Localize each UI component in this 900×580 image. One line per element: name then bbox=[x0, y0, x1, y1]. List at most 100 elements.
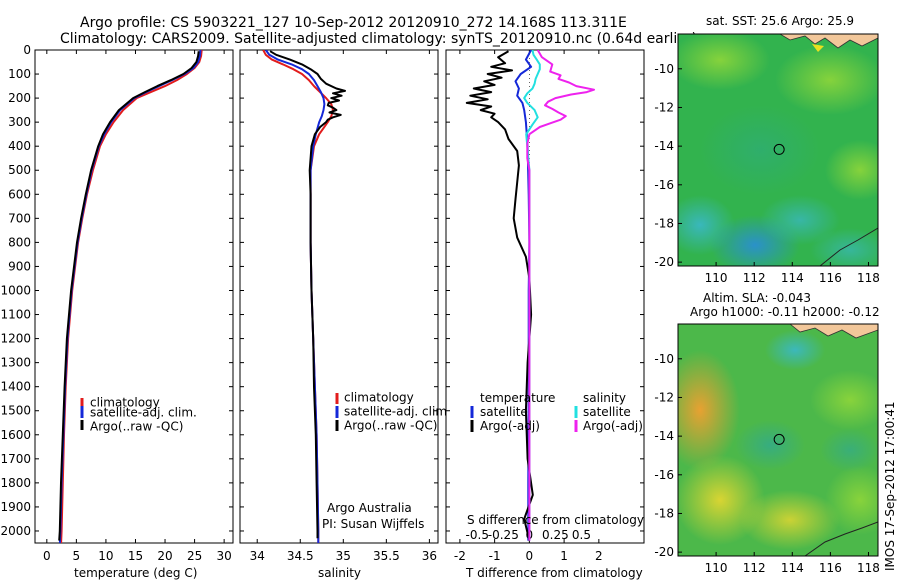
map-lat-tick-label: -14 bbox=[654, 429, 674, 443]
legend-label-argo: Argo(..raw -QC) bbox=[344, 419, 437, 433]
depth-tick-label: 600 bbox=[8, 187, 31, 201]
x-tick-label: -1 bbox=[489, 549, 501, 563]
depth-tick-label: 1600 bbox=[0, 428, 31, 442]
x-tick-label: 15 bbox=[128, 549, 143, 563]
x-tick-label: 34 bbox=[250, 549, 265, 563]
map-lon-tick-label: 114 bbox=[781, 561, 804, 575]
sla-mid-patch bbox=[825, 465, 878, 535]
sla-low-patch bbox=[765, 330, 825, 370]
legend-label-s-argo: Argo(-adj) bbox=[583, 419, 643, 433]
legend-label-satellite: satellite-adj. clim. bbox=[90, 406, 197, 420]
salinity-xlabel: salinity bbox=[318, 566, 361, 580]
depth-tick-label: 300 bbox=[8, 115, 31, 129]
difference-panel: -2 -1 0 1 2 -0.5-0.25 0 0.25 0.5 S difference f… bbox=[445, 49, 645, 580]
sst-map-axes: 110 112 114 116 118 -10 -12 -14 -16 -18 -20 bbox=[654, 62, 880, 285]
map-lon-tick-label: 116 bbox=[819, 561, 842, 575]
sst-warm-patch bbox=[678, 34, 770, 90]
salinity-lines bbox=[262, 50, 346, 543]
sla-land-coast bbox=[789, 324, 878, 339]
x-tick-label: 5 bbox=[73, 549, 81, 563]
temperature-x-axis: 0 5 10 15 20 25 30 bbox=[43, 50, 232, 563]
depth-tick-label: 1000 bbox=[0, 283, 31, 297]
sst-cool-patch bbox=[760, 195, 840, 245]
sla-map-panel: Altim. SLA: -0.043 Argo h1000: -0.11 h20… bbox=[654, 291, 880, 575]
annotation-pi: PI: Susan Wijffels bbox=[322, 517, 424, 531]
map-lat-tick-label: -20 bbox=[654, 545, 674, 559]
depth-tick-label: 900 bbox=[8, 259, 31, 273]
x-tick-label: 0 bbox=[43, 549, 51, 563]
map-lat-tick-label: -10 bbox=[654, 352, 674, 366]
sst-coastline bbox=[819, 227, 878, 266]
salinity-axes-frame bbox=[239, 49, 439, 544]
map-lon-tick-label: 110 bbox=[705, 271, 728, 285]
sst-land-coast bbox=[812, 44, 824, 52]
sla-mid-patch bbox=[810, 370, 878, 430]
map-lat-tick-label: -14 bbox=[654, 139, 674, 153]
figure-title-line1: Argo profile: CS 5903221_127 10-Sep-2012… bbox=[80, 15, 627, 31]
legend-label-s-satellite: satellite bbox=[583, 405, 631, 419]
map-lon-tick-label: 116 bbox=[819, 271, 842, 285]
sst-land-coast bbox=[779, 34, 878, 49]
legend-label-t-argo: Argo(-adj) bbox=[480, 419, 540, 433]
sst-map-title: sat. SST: 25.6 Argo: 25.9 bbox=[706, 14, 854, 28]
x-tick-label: 30 bbox=[216, 549, 231, 563]
figure-title-line2: Climatology: CARS2009. Satellite-adjuste… bbox=[60, 31, 697, 47]
series-line-argo-raw-qc- bbox=[58, 51, 200, 541]
side-timestamp-label: IMOS 17-Sep-2012 17:00:41 bbox=[883, 401, 897, 571]
sst-cool-patch bbox=[810, 228, 878, 266]
x-tick-label: 36 bbox=[422, 549, 437, 563]
sst-cool-patch bbox=[700, 105, 820, 195]
depth-tick-label: 1500 bbox=[0, 404, 31, 418]
x-tick-label: 0 bbox=[526, 549, 534, 563]
temperature-axes-frame bbox=[34, 49, 234, 544]
sst-map-field bbox=[678, 34, 878, 266]
sst-warm-patch bbox=[775, 45, 878, 115]
map-lat-tick-label: -18 bbox=[654, 506, 674, 520]
salinity-diff-tick-label: 0.25 bbox=[542, 528, 569, 542]
sla-argo-marker bbox=[773, 433, 785, 445]
map-lon-tick-label: 112 bbox=[743, 561, 766, 575]
map-lat-tick-label: -12 bbox=[654, 390, 674, 404]
depth-tick-label: 400 bbox=[8, 139, 31, 153]
temperature-xlabel: temperature (deg C) bbox=[74, 566, 197, 580]
depth-tick-label: 500 bbox=[8, 163, 31, 177]
temperature-legend: climatology satellite-adj. clim. Argo(..… bbox=[80, 396, 197, 434]
series-line-argo-raw-qc- bbox=[269, 50, 346, 539]
depth-tick-label: 1100 bbox=[0, 308, 31, 322]
salinity-difference-x-axis: -0.5-0.25 0 0.25 0.5 bbox=[466, 528, 591, 542]
map-lon-tick-label: 110 bbox=[705, 561, 728, 575]
map-lon-tick-label: 114 bbox=[781, 271, 804, 285]
depth-tick-label: 1400 bbox=[0, 380, 31, 394]
salinity-legend: climatology satellite-adj. clim. Argo(..… bbox=[335, 391, 451, 433]
sla-map-field bbox=[678, 324, 878, 556]
sst-argo-marker bbox=[773, 143, 785, 155]
series-line-temperature-argo-adj- bbox=[465, 50, 534, 541]
map-lat-tick-label: -18 bbox=[654, 216, 674, 230]
legend-label-climatology: climatology bbox=[344, 391, 414, 405]
map-lon-tick-label: 118 bbox=[857, 271, 880, 285]
sst-map-frame bbox=[677, 33, 879, 267]
x-tick-label: 35.5 bbox=[373, 549, 400, 563]
salinity-x-axis: 34 34.5 35 35.5 36 bbox=[250, 50, 437, 563]
map-lon-tick-label: 112 bbox=[743, 271, 766, 285]
difference-axes-frame bbox=[445, 49, 645, 544]
sla-low-patch bbox=[820, 428, 878, 472]
depth-tick-label: 1800 bbox=[0, 476, 31, 490]
map-lat-tick-label: -16 bbox=[654, 468, 674, 482]
series-line-salinity-argo-adj- bbox=[526, 50, 595, 541]
legend-label-t-satellite: satellite bbox=[480, 405, 528, 419]
sst-warm-patch bbox=[825, 140, 878, 200]
x-tick-label: 25 bbox=[187, 549, 202, 563]
sst-map-panel: sat. SST: 25.6 Argo: 25.9 110 112 114 116 11… bbox=[654, 14, 880, 285]
map-lon-tick-label: 118 bbox=[857, 561, 880, 575]
sla-low-patch bbox=[735, 420, 805, 470]
depth-tick-label: 1700 bbox=[0, 452, 31, 466]
x-tick-label: 20 bbox=[157, 549, 172, 563]
depth-tick-label: 800 bbox=[8, 235, 31, 249]
depth-tick-label: 0 bbox=[23, 43, 31, 57]
legend-label-argo: Argo(..raw -QC) bbox=[90, 420, 183, 434]
legend-header-temperature: temperature bbox=[480, 391, 555, 405]
depth-tick-label: 1900 bbox=[0, 500, 31, 514]
depth-tick-label: 100 bbox=[8, 67, 31, 81]
